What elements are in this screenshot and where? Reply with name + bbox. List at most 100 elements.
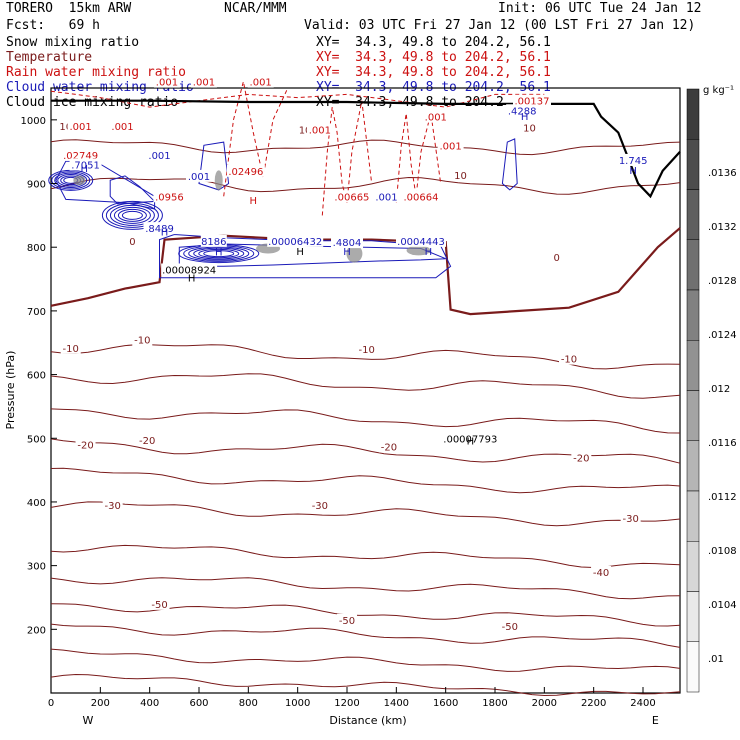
colorbar-swatch bbox=[686, 591, 700, 642]
isotherm-label: -10 bbox=[561, 355, 577, 366]
label-background bbox=[522, 121, 537, 134]
isotherm-label: 0 bbox=[553, 253, 559, 264]
y-tick-label: 1000 bbox=[21, 116, 46, 127]
maximum-marker: H bbox=[188, 274, 196, 285]
cloud-water-value-label: 1.745 bbox=[619, 156, 648, 167]
y-tick-label: 200 bbox=[27, 625, 46, 636]
isotherm-label: -50 bbox=[502, 622, 518, 633]
maximum-marker: H bbox=[81, 164, 89, 175]
field-section-coords: XY= 34.3, 49.8 to 204.2, 56.1 bbox=[316, 65, 551, 80]
cloud-water-contour bbox=[105, 202, 159, 228]
colorbar-tick-label: .0128 bbox=[708, 276, 737, 287]
plot-frame bbox=[50, 87, 681, 694]
x-tick-label: 1800 bbox=[482, 698, 507, 709]
colorbar-tick-label: .0104 bbox=[708, 600, 737, 611]
label-background bbox=[60, 341, 81, 354]
y-tick-label: 800 bbox=[27, 243, 46, 254]
isotherm-line bbox=[50, 603, 681, 627]
east-end-label: E bbox=[652, 714, 659, 727]
x-tick-label: 2200 bbox=[581, 698, 606, 709]
cloud-water-value-label: .001 bbox=[188, 172, 210, 183]
label-background bbox=[356, 343, 377, 356]
x-tick-label: 1200 bbox=[334, 698, 359, 709]
isotherm-label: -50 bbox=[151, 600, 167, 611]
label-background bbox=[437, 139, 464, 152]
isotherm-label: -10 bbox=[359, 345, 375, 356]
label-background bbox=[499, 620, 520, 633]
isotherm-line bbox=[50, 176, 681, 195]
cloud-water-contour bbox=[188, 246, 250, 261]
y-tick-label: 600 bbox=[27, 371, 46, 382]
field-section-coords: XY= 34.3, 49.8 to 204.2, 56.1 bbox=[316, 50, 551, 65]
y-tick-label: 400 bbox=[27, 498, 46, 509]
isotherm-line bbox=[50, 501, 681, 527]
isotherm-label: -10 bbox=[134, 336, 150, 347]
label-background bbox=[422, 110, 449, 123]
label-background bbox=[128, 234, 137, 247]
isotherm-label: 10 bbox=[454, 171, 467, 182]
rain-value-label: .001 bbox=[69, 122, 91, 133]
ice-mixing-ratio-core bbox=[346, 244, 363, 263]
colorbar-swatch bbox=[686, 289, 700, 341]
isotherm-label: -20 bbox=[77, 441, 93, 452]
maximum-marker: H bbox=[250, 196, 258, 207]
rain-value-label: .0956 bbox=[155, 192, 184, 203]
rain-value-label: .001 bbox=[309, 125, 331, 136]
label-background bbox=[247, 75, 274, 88]
label-background bbox=[200, 234, 227, 247]
x-tick-label: 1400 bbox=[384, 698, 409, 709]
maximum-marker: H bbox=[629, 166, 637, 177]
colorbar-swatch bbox=[686, 189, 700, 240]
isotherm-line bbox=[50, 648, 681, 672]
cloud-water-contour bbox=[109, 204, 155, 226]
colorbar-tick-label: .0136 bbox=[708, 168, 737, 179]
label-background bbox=[513, 94, 551, 107]
y-tick-label: 900 bbox=[27, 180, 46, 191]
maximum-marker: H bbox=[215, 247, 223, 258]
x-axis-label: Distance (km) bbox=[329, 714, 406, 727]
label-background bbox=[332, 190, 371, 203]
ice-mixing-ratio-core bbox=[214, 170, 223, 191]
colorbar-tick-label: .0132 bbox=[708, 222, 737, 233]
colorbar-swatch bbox=[686, 390, 700, 441]
label-background bbox=[137, 434, 158, 447]
x-tick-label: 600 bbox=[189, 698, 208, 709]
cloud-water-value-label: .00006432 bbox=[268, 237, 322, 248]
label-background bbox=[552, 250, 561, 263]
maximum-marker: H bbox=[521, 112, 529, 123]
isotherm-line bbox=[50, 467, 681, 494]
label-background bbox=[143, 222, 176, 235]
cloud-water-contour bbox=[198, 248, 240, 259]
cloud-water-contour bbox=[203, 250, 235, 258]
isotherm-label: 0 bbox=[129, 237, 135, 248]
y-tick-label: 700 bbox=[27, 307, 46, 318]
label-background bbox=[337, 613, 357, 626]
label-background bbox=[559, 352, 579, 365]
isotherm-line bbox=[50, 408, 681, 434]
label-background bbox=[109, 120, 136, 133]
isotherm-label: -40 bbox=[593, 568, 609, 579]
isotherm-line bbox=[50, 577, 681, 600]
rain-value-label: .02496 bbox=[228, 167, 263, 178]
field-name: Snow mixing ratio bbox=[6, 35, 140, 50]
isotherm-line bbox=[50, 139, 681, 156]
isotherm-label: 10 bbox=[59, 122, 72, 133]
isotherm-label: -20 bbox=[139, 436, 155, 447]
colorbar-swatch bbox=[686, 139, 700, 190]
isotherm-label: -20 bbox=[573, 453, 589, 464]
label-background bbox=[571, 451, 592, 464]
cloud-water-contour bbox=[113, 206, 151, 224]
colorbar-unit-label: g kg⁻¹ bbox=[703, 85, 734, 96]
init-time: Init: 06 UTC Tue 24 Jan 12 bbox=[498, 1, 702, 16]
label-background bbox=[153, 190, 186, 203]
rain-value-label: .00665 bbox=[334, 192, 369, 203]
label-background bbox=[591, 566, 612, 578]
colorbar-swatch bbox=[686, 440, 700, 492]
isotherm-line bbox=[50, 544, 681, 569]
colorbar-tick-label: .0116 bbox=[708, 438, 737, 449]
label-background bbox=[190, 75, 217, 88]
cloud-water-contour bbox=[101, 200, 163, 230]
y-tick-label: 500 bbox=[27, 434, 46, 445]
model-title: TORERO 15km ARW bbox=[6, 1, 132, 16]
cloud-water-contour bbox=[109, 175, 156, 205]
